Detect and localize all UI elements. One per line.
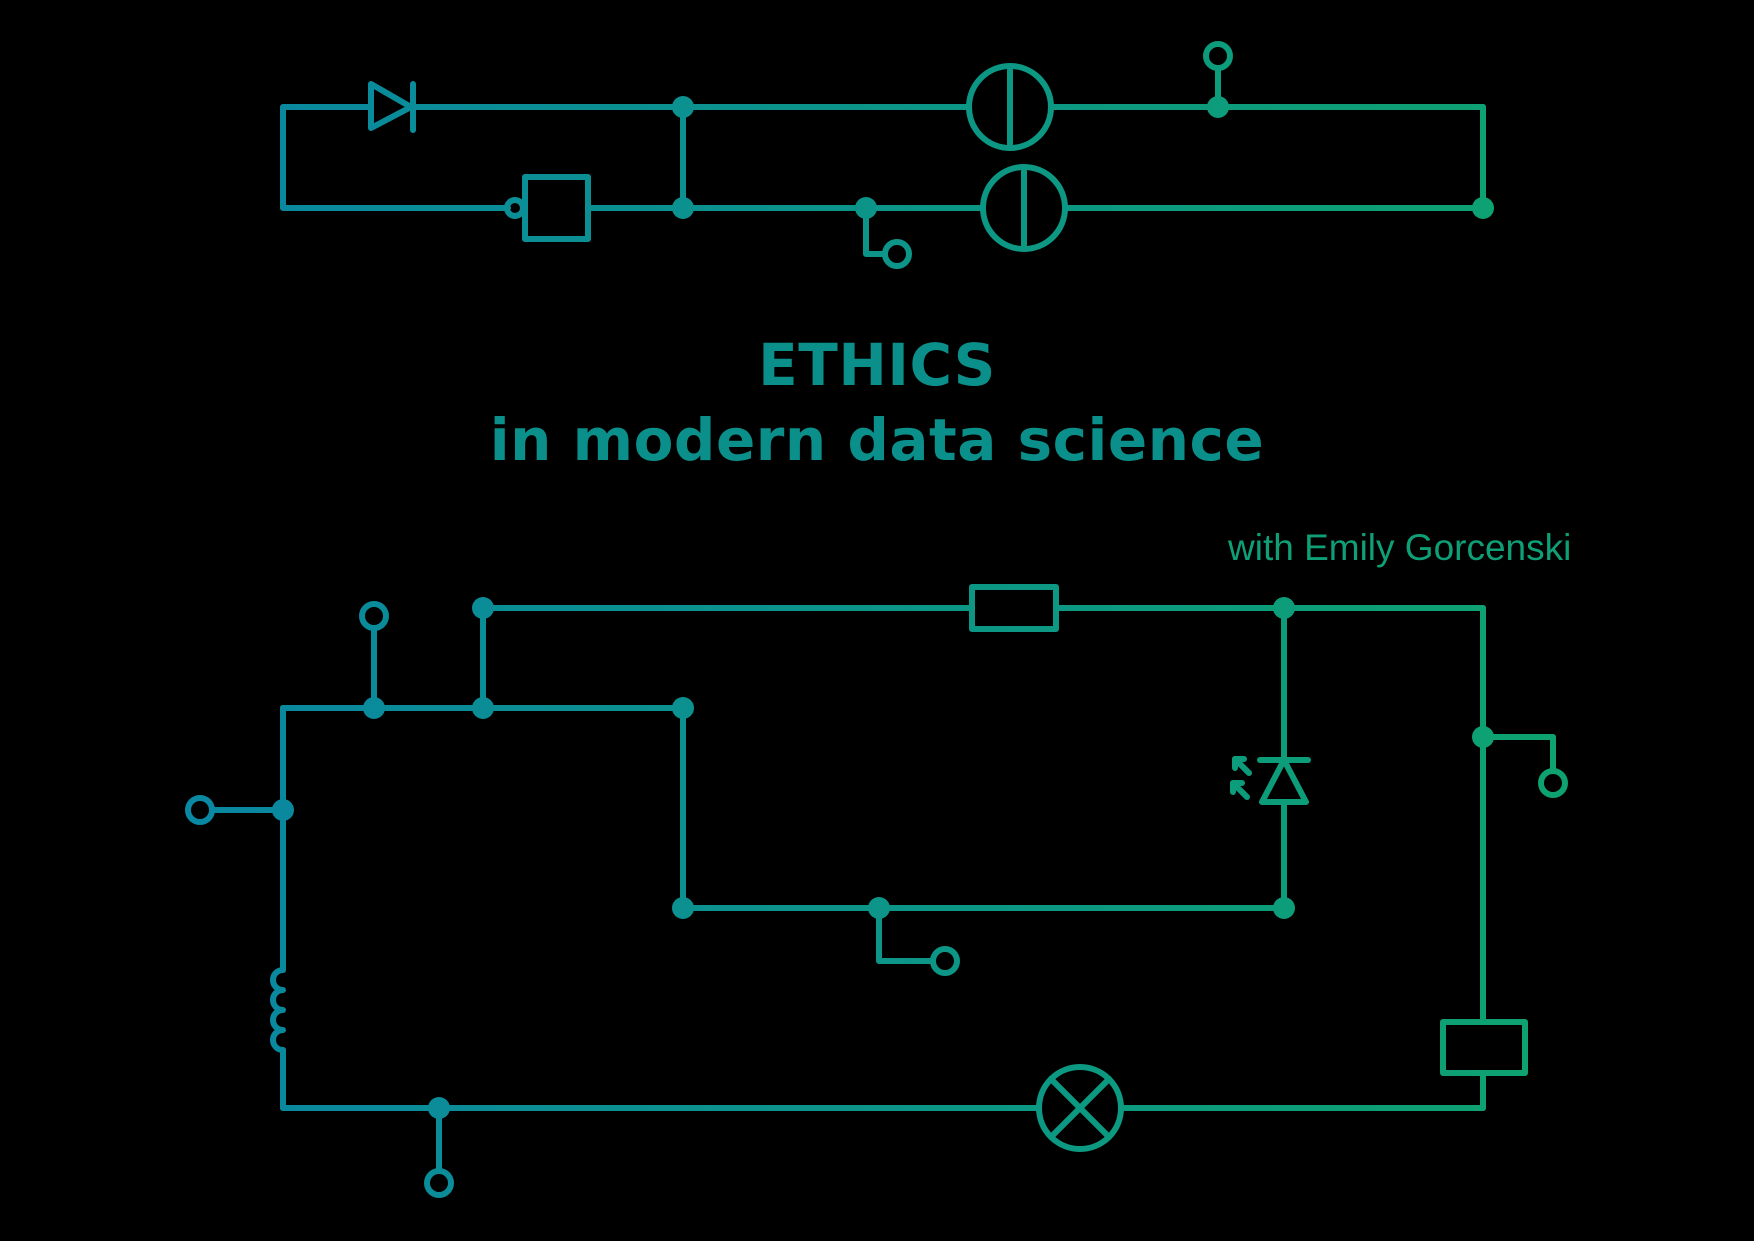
junction-dot xyxy=(472,597,494,619)
junction-dot xyxy=(1207,96,1229,118)
junction-dot xyxy=(855,197,877,219)
junction-dot xyxy=(1472,197,1494,219)
relay-coil-icon xyxy=(1440,1019,1528,1076)
author-credit: with Emily Gorcenski xyxy=(1228,527,1572,568)
junction-dot xyxy=(672,897,694,919)
junction-dot xyxy=(472,697,494,719)
junction-dot xyxy=(272,799,294,821)
led-icon xyxy=(1230,756,1311,805)
switch-terminal-icon xyxy=(424,1105,454,1198)
switch-terminal-icon xyxy=(359,601,389,711)
switch-terminal-icon xyxy=(863,205,912,269)
switch-terminal-icon xyxy=(1480,734,1568,798)
lamp-icon xyxy=(1036,1064,1124,1152)
junction-dot xyxy=(672,697,694,719)
junction-dot xyxy=(1472,726,1494,748)
junction-dot xyxy=(428,1097,450,1119)
junction-dot xyxy=(363,697,385,719)
switch-terminal-icon xyxy=(185,795,286,825)
junction-dot xyxy=(672,96,694,118)
inductor-icon xyxy=(270,967,286,1053)
title-subtitle: in modern data science xyxy=(489,406,1265,474)
bottom-circuit xyxy=(185,584,1568,1198)
resistor-icon xyxy=(969,584,1059,632)
voltmeter-icon xyxy=(980,164,1068,252)
junction-dot xyxy=(868,897,890,919)
nand-gate-icon xyxy=(504,174,591,242)
top-circuit xyxy=(280,41,1486,269)
junction-dot xyxy=(1273,897,1295,919)
ammeter-icon xyxy=(966,63,1054,151)
top-wire-upper xyxy=(280,104,511,211)
title-main: ETHICS xyxy=(758,331,996,399)
top-junctions xyxy=(672,96,1494,219)
diode-icon xyxy=(368,81,416,133)
switch-terminal-icon xyxy=(876,905,960,976)
junction-dot xyxy=(672,197,694,219)
bottom-junctions xyxy=(272,597,1494,1119)
junction-dot xyxy=(1273,597,1295,619)
